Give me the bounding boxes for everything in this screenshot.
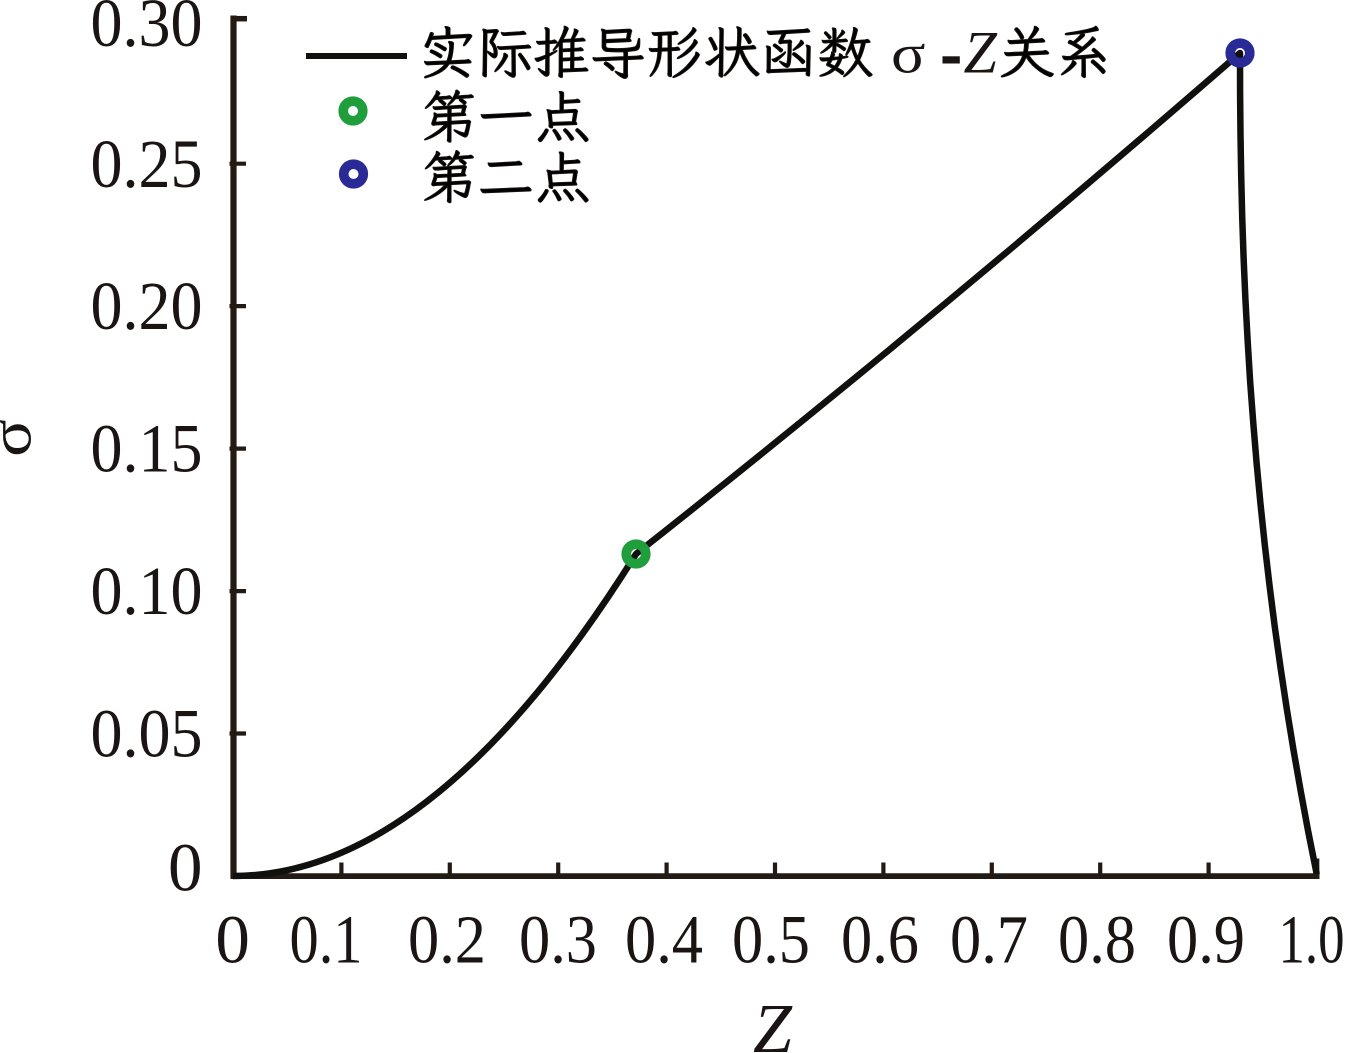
- svg-text:Z: Z: [964, 20, 998, 86]
- svg-text:0.15: 0.15: [91, 410, 203, 486]
- svg-text:Z: Z: [753, 991, 793, 1053]
- svg-text:0.05: 0.05: [91, 695, 203, 771]
- svg-text:0.4: 0.4: [625, 902, 703, 978]
- svg-text:0.8: 0.8: [1058, 902, 1136, 978]
- svg-text:0.7: 0.7: [950, 902, 1028, 978]
- svg-text:0.6: 0.6: [841, 902, 919, 978]
- svg-text:0.20: 0.20: [91, 268, 203, 344]
- svg-text:0.3: 0.3: [519, 902, 597, 978]
- svg-text:0.25: 0.25: [91, 126, 203, 202]
- svg-text:0.5: 0.5: [732, 902, 810, 978]
- svg-text:1.0: 1.0: [1279, 902, 1345, 978]
- svg-text:0.9: 0.9: [1167, 902, 1245, 978]
- svg-text:0: 0: [168, 830, 203, 906]
- svg-text:0.10: 0.10: [91, 553, 203, 629]
- svg-text:0.30: 0.30: [91, 0, 203, 61]
- svg-text:0.1: 0.1: [290, 902, 363, 978]
- svg-text:0.2: 0.2: [408, 902, 486, 978]
- svg-text:σ: σ: [891, 23, 926, 86]
- svg-text:σ: σ: [0, 419, 44, 457]
- svg-text:0: 0: [215, 902, 250, 978]
